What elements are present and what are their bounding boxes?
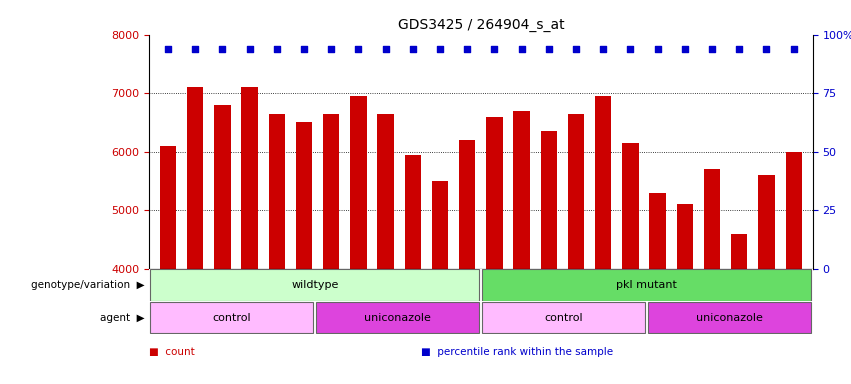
Bar [296,122,312,269]
Bar [622,143,638,269]
Point [215,46,229,52]
Bar [486,117,503,269]
Text: ■  count: ■ count [149,347,195,357]
Point [515,46,528,52]
Bar [568,114,584,269]
Point [297,46,311,52]
Point [787,46,801,52]
Point [569,46,583,52]
Bar [785,152,802,269]
Bar [459,140,476,269]
Bar [513,111,530,269]
Text: uniconazole: uniconazole [364,313,431,323]
Bar [317,302,479,333]
Bar [160,146,176,269]
Bar [323,114,340,269]
Point [351,46,365,52]
Bar [648,302,811,333]
Text: uniconazole: uniconazole [696,313,763,323]
Point [760,46,774,52]
Bar [649,193,665,269]
Bar [731,233,747,269]
Point [433,46,447,52]
Bar [704,169,720,269]
Text: genotype/variation  ▶: genotype/variation ▶ [31,280,145,290]
Bar [483,302,645,333]
Point [624,46,637,52]
Point [542,46,556,52]
Point [733,46,746,52]
Point [324,46,338,52]
Point [705,46,719,52]
Point [379,46,392,52]
Bar [351,96,367,269]
Bar [187,87,203,269]
Point [488,46,501,52]
Bar [483,270,811,301]
Text: ■  percentile rank within the sample: ■ percentile rank within the sample [421,347,614,357]
Point [243,46,256,52]
Bar [151,270,479,301]
Point [406,46,420,52]
Point [270,46,283,52]
Text: control: control [213,313,251,323]
Bar [151,302,313,333]
Point [597,46,610,52]
Bar [758,175,774,269]
Bar [269,114,285,269]
Bar [404,155,421,269]
Title: GDS3425 / 264904_s_at: GDS3425 / 264904_s_at [397,18,564,32]
Text: wildtype: wildtype [291,280,339,290]
Point [678,46,692,52]
Bar [431,181,448,269]
Bar [378,114,394,269]
Point [188,46,202,52]
Bar [540,131,557,269]
Point [460,46,474,52]
Point [651,46,665,52]
Text: pkl mutant: pkl mutant [616,280,677,290]
Text: agent  ▶: agent ▶ [100,313,145,323]
Bar [595,96,611,269]
Bar [214,105,231,269]
Bar [242,87,258,269]
Bar [677,204,693,269]
Point [161,46,174,52]
Text: control: control [545,313,583,323]
